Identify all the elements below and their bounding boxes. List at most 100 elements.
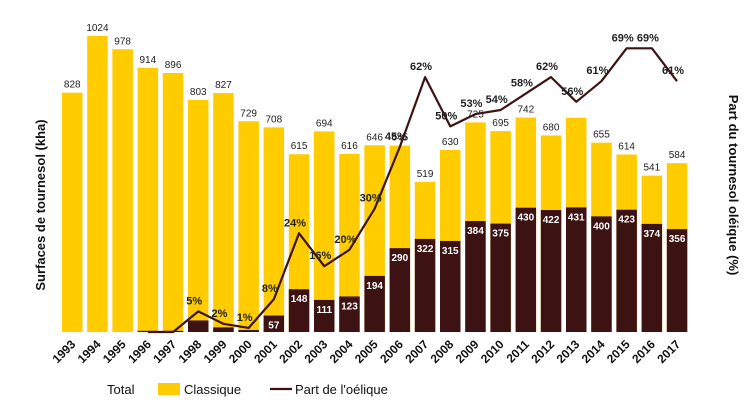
x-tick-1998: 1998 [176, 337, 205, 366]
x-tick-2013: 2013 [554, 337, 583, 366]
label-share-2015: 69% [612, 32, 634, 44]
bar-oleique-2014 [591, 216, 612, 332]
bar-total-1993 [62, 92, 83, 332]
bar-oleique-2017 [666, 229, 688, 332]
bar-total-1995 [112, 49, 133, 332]
x-tick-2000: 2000 [226, 337, 255, 366]
labels-layer: 828 1993 1024 1994 978 1995 914 1996 896 1997 803 1… [50, 23, 686, 366]
x-tick-1996: 1996 [125, 337, 154, 366]
label-oleique-2007: 322 [417, 244, 434, 255]
label-total-1996: 914 [140, 55, 157, 66]
x-tick-2001: 2001 [251, 337, 280, 366]
x-tick-2008: 2008 [428, 337, 457, 366]
bar-oleique-2012 [540, 210, 562, 332]
label-total-2016: 541 [644, 163, 661, 174]
label-oleique-2004: 123 [341, 301, 358, 312]
bar-oleique-2007 [414, 238, 436, 332]
x-tick-2017: 2017 [654, 337, 683, 366]
x-tick-1993: 1993 [50, 337, 79, 366]
bar-total-2003 [314, 131, 335, 332]
bar-total-1998 [188, 99, 209, 332]
x-tick-2011: 2011 [504, 337, 533, 366]
label-total-2011: 742 [518, 105, 535, 116]
label-oleique-2008: 315 [442, 246, 459, 257]
bar-oleique-2010 [490, 223, 511, 332]
label-total-2003: 694 [316, 118, 333, 129]
label-share-2003: 16% [309, 250, 331, 262]
bar-oleique-2003 [314, 299, 335, 332]
y-axis-right-label: Part du tournesol oléique (%) [726, 95, 741, 276]
x-tick-1997: 1997 [150, 337, 179, 366]
label-total-2012: 680 [543, 122, 560, 133]
label-share-2000: 1% [237, 312, 253, 324]
bar-oleique-2015 [616, 209, 637, 332]
bar-total-1997 [162, 73, 184, 332]
label-oleique-2002: 148 [291, 294, 308, 305]
bar-total-2004 [339, 153, 360, 332]
label-total-1993: 828 [64, 80, 81, 91]
label-oleique-2015: 423 [618, 215, 635, 226]
label-oleique-2005: 194 [366, 281, 383, 292]
label-share-2012: 62% [536, 61, 558, 73]
label-oleique-2012: 422 [543, 215, 560, 226]
bar-oleique-2004 [339, 296, 360, 332]
label-share-2014: 61% [586, 65, 608, 77]
legend-total-label: Total [107, 382, 135, 397]
bar-oleique-1999 [213, 327, 234, 332]
x-tick-2003: 2003 [302, 337, 331, 366]
legend-classique-swatch [158, 383, 180, 395]
label-total-2008: 630 [442, 137, 459, 148]
bar-total-2000 [238, 121, 259, 332]
bar-total-2002 [288, 154, 310, 332]
label-total-1995: 978 [114, 36, 131, 47]
label-total-2000: 729 [240, 108, 257, 119]
bar-oleique-2009 [465, 221, 486, 332]
x-tick-1994: 1994 [75, 337, 104, 366]
bar-oleique-1998 [188, 320, 209, 332]
label-oleique-2016: 374 [644, 229, 661, 240]
x-tick-2002: 2002 [276, 337, 305, 366]
label-share-1998: 5% [186, 295, 202, 307]
label-oleique-2010: 375 [492, 229, 509, 240]
label-total-1999: 827 [215, 80, 232, 91]
x-tick-2007: 2007 [402, 337, 431, 366]
label-total-2001: 708 [266, 114, 283, 125]
x-tick-2005: 2005 [352, 337, 381, 366]
label-total-2010: 695 [492, 118, 509, 129]
bar-oleique-2000 [238, 329, 259, 332]
x-tick-2010: 2010 [478, 337, 507, 366]
label-total-2015: 614 [618, 142, 635, 153]
label-share-2016: 69% [637, 32, 659, 44]
bar-total-1999 [213, 92, 234, 332]
label-share-2013: 56% [561, 86, 583, 98]
y-axis-left-label: Surfaces de tournesol (kha) [33, 119, 48, 290]
x-tick-1995: 1995 [100, 337, 129, 366]
x-tick-2015: 2015 [604, 337, 633, 366]
label-share-2010: 54% [486, 94, 508, 106]
label-share-2001: 8% [262, 283, 278, 295]
x-tick-2016: 2016 [629, 337, 658, 366]
bar-total-2001 [263, 127, 285, 332]
legend-classique-label: Classique [184, 382, 241, 397]
x-tick-2014: 2014 [579, 337, 608, 366]
label-share-2007: 62% [410, 61, 432, 73]
x-tick-2004: 2004 [327, 337, 356, 366]
bar-oleique-2013 [566, 207, 587, 332]
label-share-2006: 45% [385, 131, 407, 143]
bar-total-1996 [137, 67, 159, 332]
label-oleique-2017: 356 [669, 234, 686, 245]
label-share-2008: 50% [435, 110, 457, 122]
label-total-2007: 519 [417, 169, 434, 180]
x-tick-2009: 2009 [453, 337, 482, 366]
x-tick-1999: 1999 [201, 337, 230, 366]
legend: Total Classique Part de l'oélique [107, 382, 388, 397]
x-tick-2006: 2006 [377, 337, 406, 366]
label-total-2017: 584 [669, 150, 686, 161]
bar-oleique-2005 [364, 275, 385, 332]
label-oleique-2014: 400 [593, 221, 610, 232]
label-share-1999: 2% [211, 308, 227, 320]
bar-oleique-2011 [515, 207, 537, 332]
label-share-2002: 24% [284, 217, 306, 229]
bar-oleique-2016 [641, 223, 663, 332]
